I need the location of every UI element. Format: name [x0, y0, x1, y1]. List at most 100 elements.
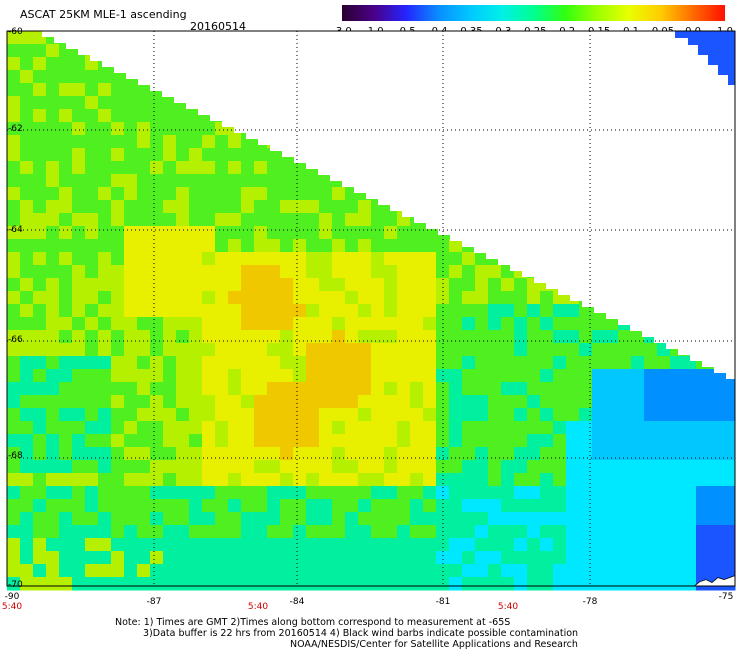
map-cell: [423, 343, 437, 357]
map-cell: [527, 330, 541, 344]
map-cell: [371, 447, 385, 461]
map-cell: [722, 447, 736, 461]
map-cell: [202, 135, 216, 149]
map-cell: [163, 538, 177, 552]
map-cell: [332, 460, 346, 474]
map-cell: [98, 525, 112, 539]
map-cell: [137, 122, 151, 136]
map-cell: [189, 252, 203, 266]
map-cell: [579, 408, 593, 422]
map-cell: [280, 369, 294, 383]
map-cell: [423, 512, 437, 526]
map-cell: [189, 564, 203, 578]
colorbar-segment: [437, 5, 470, 21]
map-cell: [384, 525, 398, 539]
map-cell: [345, 330, 359, 344]
map-cell: [358, 330, 372, 344]
map-cell: [215, 421, 229, 435]
map-cell: [228, 291, 242, 305]
map-cell: [332, 304, 346, 318]
map-cell: [215, 460, 229, 474]
map-cell: [267, 343, 281, 357]
map-cell: [683, 382, 697, 396]
map-cell: [631, 551, 645, 565]
map-cell: [33, 291, 47, 305]
map-cell: [527, 304, 541, 318]
map-cell: [215, 252, 229, 266]
map-cell: [254, 226, 268, 240]
map-cell: [85, 213, 99, 227]
map-cell: [332, 382, 346, 396]
map-cell: [475, 447, 489, 461]
map-cell: [163, 369, 177, 383]
map-cell: [462, 538, 476, 552]
lon-label-84: -84: [289, 597, 305, 607]
map-cell: [319, 382, 333, 396]
map-cell: [267, 460, 281, 474]
map-cell: [280, 447, 294, 461]
map-cell: [566, 330, 580, 344]
map-cell: [59, 239, 73, 253]
map-cell: [98, 499, 112, 513]
map-cell: [33, 239, 47, 253]
map-cell: [644, 564, 658, 578]
map-cell: [566, 577, 580, 591]
map-cell: [631, 499, 645, 513]
map-cell: [436, 434, 450, 448]
map-cell: [111, 577, 125, 591]
map-cell: [59, 304, 73, 318]
map-cell: [111, 317, 125, 331]
map-cell: [46, 83, 60, 97]
map-cell: [254, 239, 268, 253]
map-cell: [228, 343, 242, 357]
map-cell: [306, 512, 320, 526]
map-cell: [709, 538, 723, 552]
map-cell: [293, 473, 307, 487]
map-cell: [527, 460, 541, 474]
map-cell: [371, 408, 385, 422]
map-cell: [644, 577, 658, 591]
map-cell: [384, 421, 398, 435]
map-cell: [228, 525, 242, 539]
map-cell: [488, 265, 502, 279]
map-cell: [683, 395, 697, 409]
map-cell: [72, 213, 86, 227]
map-cell: [228, 226, 242, 240]
map-cell: [72, 200, 86, 214]
map-cell: [228, 395, 242, 409]
map-cell: [20, 83, 34, 97]
map-cell: [7, 213, 21, 227]
map-cell: [540, 525, 554, 539]
map-cell: [488, 304, 502, 318]
map-cell: [644, 356, 658, 370]
map-cell: [514, 499, 528, 513]
map-cell: [696, 421, 710, 435]
map-cell: [85, 174, 99, 188]
map-cell: [397, 226, 411, 240]
map-cell: [319, 486, 333, 500]
map-cell: [384, 317, 398, 331]
map-cell: [384, 538, 398, 552]
lat-label-68: -68: [8, 451, 23, 461]
map-cell: [150, 317, 164, 331]
map-cell: [20, 148, 34, 162]
map-cell: [267, 174, 281, 188]
map-cell: [358, 473, 372, 487]
map-cell: [202, 525, 216, 539]
map-cell: [72, 473, 86, 487]
map-cell: [436, 291, 450, 305]
map-cell: [397, 317, 411, 331]
map-cell: [33, 408, 47, 422]
map-cell: [241, 473, 255, 487]
map-cell: [20, 447, 34, 461]
map-cell: [59, 174, 73, 188]
map-cell: [462, 460, 476, 474]
map-cell: [592, 447, 606, 461]
map-cell: [59, 395, 73, 409]
map-cell: [33, 447, 47, 461]
map-cell: [124, 330, 138, 344]
map-cell: [202, 486, 216, 500]
map-cell: [33, 499, 47, 513]
map-cell: [657, 577, 671, 591]
map-cell: [358, 395, 372, 409]
